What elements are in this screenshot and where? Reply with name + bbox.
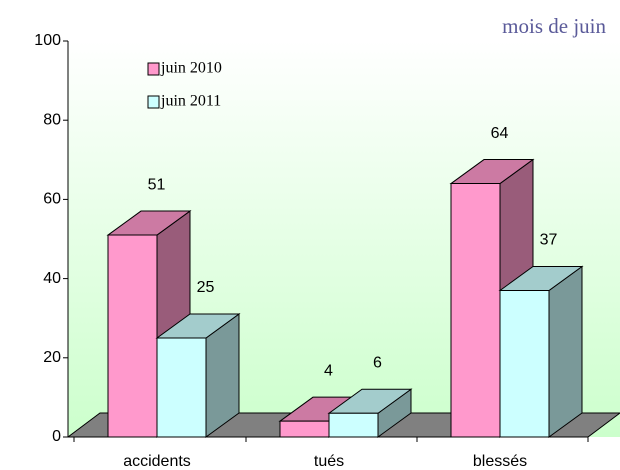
value-label: 25 [197, 279, 215, 296]
bar-front [156, 337, 207, 438]
value-label: 51 [148, 176, 166, 193]
bar-front [499, 289, 550, 438]
bar-front [279, 420, 330, 438]
bar [327, 388, 413, 438]
legend-label: juin 2010 [160, 60, 222, 77]
y-tick-label: 100 [34, 32, 61, 49]
y-tick-label: 80 [43, 111, 61, 128]
y-tick-label: 40 [43, 270, 61, 287]
value-label: 4 [324, 362, 333, 379]
y-tick-label: 20 [43, 349, 61, 366]
bar-front [450, 183, 501, 438]
value-label: 6 [373, 354, 382, 371]
y-tick-label: 60 [43, 191, 61, 208]
chart-title: mois de juin [502, 14, 606, 38]
y-tick-label: 0 [52, 428, 61, 445]
x-tick-label: accidents [123, 453, 191, 470]
x-tick-label: tués [314, 453, 344, 470]
legend-label: juin 2011 [160, 93, 221, 110]
bar-front [107, 234, 158, 438]
legend-swatch [147, 95, 160, 109]
bar-side [548, 265, 583, 438]
bar [155, 313, 241, 438]
bar [498, 265, 584, 438]
value-label: 37 [540, 232, 558, 249]
bar-front [328, 412, 379, 438]
x-tick-label: blessés [473, 453, 527, 470]
value-label: 64 [491, 125, 509, 142]
legend-swatch [147, 62, 160, 76]
